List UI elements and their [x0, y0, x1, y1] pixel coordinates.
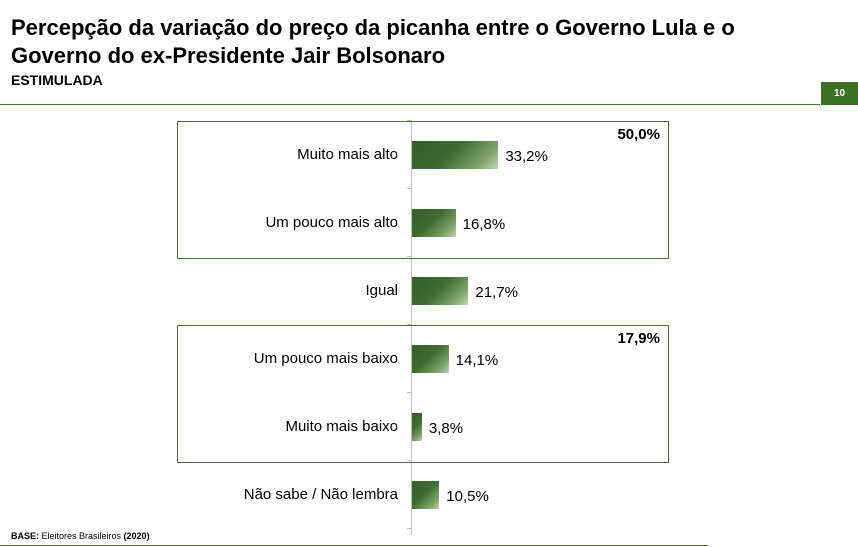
footer-divider [0, 545, 708, 546]
bar [412, 209, 456, 237]
data-label: 14,1% [455, 352, 499, 369]
axis-tick [407, 324, 412, 325]
category-label: Muito mais baixo [285, 418, 398, 435]
axis-tick [407, 528, 412, 529]
header-divider [0, 104, 820, 105]
data-label: 21,7% [475, 284, 518, 301]
axis-tick [407, 392, 412, 393]
base-note: BASE: Eleitores Brasileiros (2020) [11, 531, 150, 541]
data-label: 16,8% [462, 216, 506, 233]
page-title: Percepção da variação do preço da picanh… [11, 15, 735, 68]
group-box [177, 121, 669, 259]
axis-tick [407, 460, 412, 461]
group-total-label: 50,0% [617, 126, 660, 143]
axis-tick [407, 120, 412, 121]
bar [412, 345, 449, 373]
data-label: 33,2% [505, 148, 548, 165]
bar [412, 277, 469, 305]
bar [412, 141, 499, 169]
data-label: 10,5% [446, 488, 489, 505]
page-number-badge: 10 [821, 82, 858, 105]
category-label: Um pouco mais baixo [253, 350, 398, 367]
base-text: Eleitores Brasileiros [39, 531, 124, 541]
base-label: BASE: [11, 531, 40, 541]
axis-tick [407, 256, 412, 257]
category-axis [411, 120, 412, 535]
group-box [177, 325, 669, 463]
category-label: Igual [365, 282, 398, 299]
category-label: Não sabe / Não lembra [243, 486, 398, 503]
base-year: (2020) [123, 531, 150, 541]
axis-tick [407, 188, 412, 189]
bar [412, 481, 440, 509]
category-label: Muito mais alto [297, 146, 398, 163]
category-label: Um pouco mais alto [265, 214, 398, 231]
page-subtitle: ESTIMULADA [11, 72, 103, 88]
group-total-label: 17,9% [617, 330, 660, 347]
bar [412, 413, 422, 441]
data-label: 3,8% [428, 420, 464, 437]
